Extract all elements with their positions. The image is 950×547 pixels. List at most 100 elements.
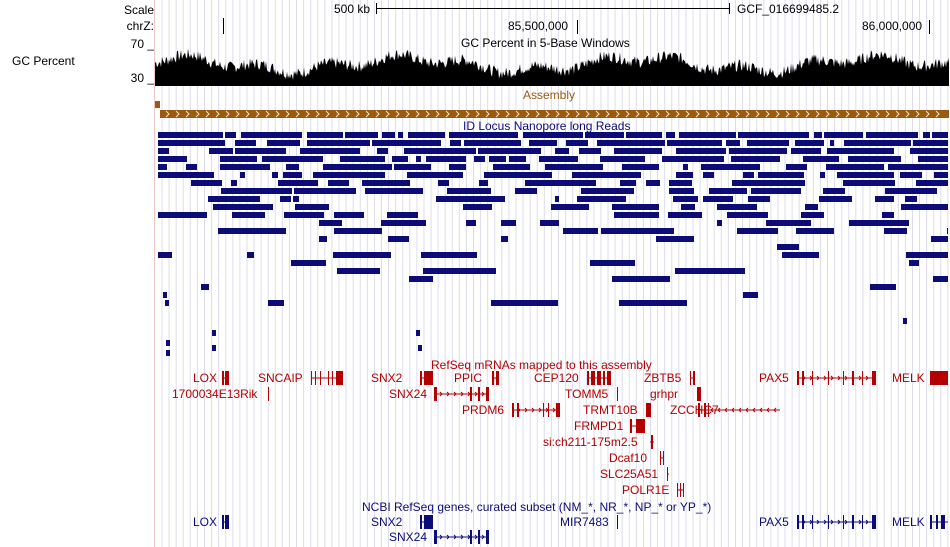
strand-arrow xyxy=(809,375,813,381)
refseq-mrna-track-title[interactable]: RefSeq mRNAs mapped to this assembly xyxy=(431,358,652,372)
strand-chevron xyxy=(165,110,170,118)
position-ticks xyxy=(223,18,930,34)
gene-label-dcaf10[interactable]: Dcaf10 xyxy=(609,451,648,465)
strand-arrow xyxy=(738,407,742,413)
gene-exon xyxy=(478,387,480,401)
gene-label-pax5[interactable]: PAX5 xyxy=(759,371,789,385)
strand-chevron xyxy=(345,110,350,118)
nanopore-read xyxy=(404,148,476,154)
strand-arrow xyxy=(446,391,450,397)
strand-chevron xyxy=(745,110,750,118)
gene-label-zcchc7[interactable]: ZCCHC7 xyxy=(670,403,719,417)
nanopore-read xyxy=(293,196,299,202)
strand-chevron xyxy=(315,110,320,118)
nanopore-read xyxy=(295,204,329,210)
gene-label-slc25a51[interactable]: SLC25A51 xyxy=(600,467,659,481)
gene-exon xyxy=(680,483,681,497)
gene-label-zbtb5[interactable]: ZBTB5 xyxy=(644,371,682,385)
position-85500000: 85,500,000 xyxy=(508,19,569,33)
nanopore-read xyxy=(620,180,636,186)
nanopore-read xyxy=(626,132,662,138)
gene-label-cep120[interactable]: CEP120 xyxy=(534,371,579,385)
nanopore-track-title[interactable]: ID Locus Nanopore long Reads xyxy=(463,119,631,133)
nanopore-read xyxy=(906,252,948,258)
strand-chevron xyxy=(355,110,360,118)
strand-chevron xyxy=(495,110,500,118)
position-86000000: 86,000,000 xyxy=(862,19,923,33)
gene-exon xyxy=(941,515,945,529)
gene-label-ppic[interactable]: PPIC xyxy=(454,371,483,385)
nanopore-read xyxy=(392,156,408,162)
nanopore-read xyxy=(934,172,948,178)
nanopore-read xyxy=(884,228,907,234)
ncbi-label-pax5[interactable]: PAX5 xyxy=(759,515,789,529)
gene-label-sncaip[interactable]: SNCAIP xyxy=(258,371,303,385)
nanopore-read xyxy=(703,172,714,178)
strand-chevron xyxy=(655,110,660,118)
ncbi-label-snx24[interactable]: SNX24 xyxy=(389,530,428,544)
nanopore-read xyxy=(577,196,626,202)
strand-arrow xyxy=(759,407,763,413)
nanopore-read xyxy=(737,228,778,234)
strand-arrow xyxy=(717,407,721,413)
gene-exon xyxy=(708,403,709,417)
gene-label-tomm5[interactable]: TOMM5 xyxy=(565,387,609,401)
strand-chevron xyxy=(395,110,400,118)
strand-arrow xyxy=(467,391,471,397)
gc-track-title[interactable]: GC Percent in 5-Base Windows xyxy=(461,36,630,50)
gene-label-si-ch211-175m2-5[interactable]: si:ch211-175m2.5 xyxy=(543,435,638,449)
ncbi-track-title[interactable]: NCBI RefSeq genes, curated subset (NM_*,… xyxy=(362,500,712,514)
strand-chevron xyxy=(205,110,210,118)
nanopore-read xyxy=(668,212,702,218)
nanopore-read xyxy=(814,132,822,138)
strand-chevron xyxy=(905,110,910,118)
nanopore-read xyxy=(820,172,825,178)
nanopore-read xyxy=(830,140,834,146)
ncbi-label-melk[interactable]: MELK xyxy=(892,515,925,529)
gene-model-zbtb5 xyxy=(690,371,695,385)
gene-label-snx24[interactable]: SNX24 xyxy=(389,387,428,401)
gene-label-polr1e[interactable]: POLR1E xyxy=(622,483,670,497)
nanopore-read xyxy=(447,188,491,194)
strand-arrow xyxy=(837,375,841,381)
ncbi-label-lox[interactable]: LOX xyxy=(193,515,218,529)
nanopore-read xyxy=(819,196,852,202)
gene-label-trmt10b[interactable]: TRMT10B xyxy=(583,403,638,417)
ncbi-label-snx2[interactable]: SNX2 xyxy=(371,515,403,529)
gene-label-frmpd1[interactable]: FRMPD1 xyxy=(574,419,624,433)
strand-arrow xyxy=(517,407,521,413)
nanopore-read xyxy=(241,132,302,138)
nanopore-read xyxy=(590,260,635,266)
strand-arrow xyxy=(766,407,770,413)
nanopore-read xyxy=(201,284,209,290)
strand-chevron xyxy=(335,110,340,118)
gene-model-cep120 xyxy=(587,371,611,385)
nanopore-read xyxy=(501,220,516,226)
strand-chevron xyxy=(515,110,520,118)
gene-exon xyxy=(663,451,664,465)
gene-label-prdm6[interactable]: PRDM6 xyxy=(462,403,505,417)
gc-track-side-label[interactable]: GC Percent xyxy=(12,54,75,68)
assembly-track-title[interactable]: Assembly xyxy=(523,88,576,102)
gene-label-snx2[interactable]: SNX2 xyxy=(371,371,403,385)
nanopore-read xyxy=(218,228,286,234)
nanopore-read xyxy=(848,156,901,162)
refseq-mrna-gene-models xyxy=(222,371,948,497)
gene-model-ppic xyxy=(492,371,499,385)
strand-arrow xyxy=(731,407,735,413)
ncbi-label-mir7483[interactable]: MIR7483 xyxy=(560,515,609,529)
gene-label-lox[interactable]: LOX xyxy=(193,371,218,385)
nanopore-read xyxy=(365,188,423,194)
gene-exon xyxy=(802,371,804,385)
strand-chevron xyxy=(195,110,200,118)
gene-label-grhpr[interactable]: grhpr xyxy=(650,387,679,401)
strand-chevron xyxy=(885,110,890,118)
nanopore-read xyxy=(158,140,225,146)
gene-label-melk[interactable]: MELK xyxy=(892,371,925,385)
gene-label-1700034e13rik[interactable]: 1700034E13Rik xyxy=(172,387,258,401)
strand-chevron xyxy=(825,110,830,118)
nanopore-read xyxy=(300,148,360,154)
nanopore-read xyxy=(449,132,518,138)
